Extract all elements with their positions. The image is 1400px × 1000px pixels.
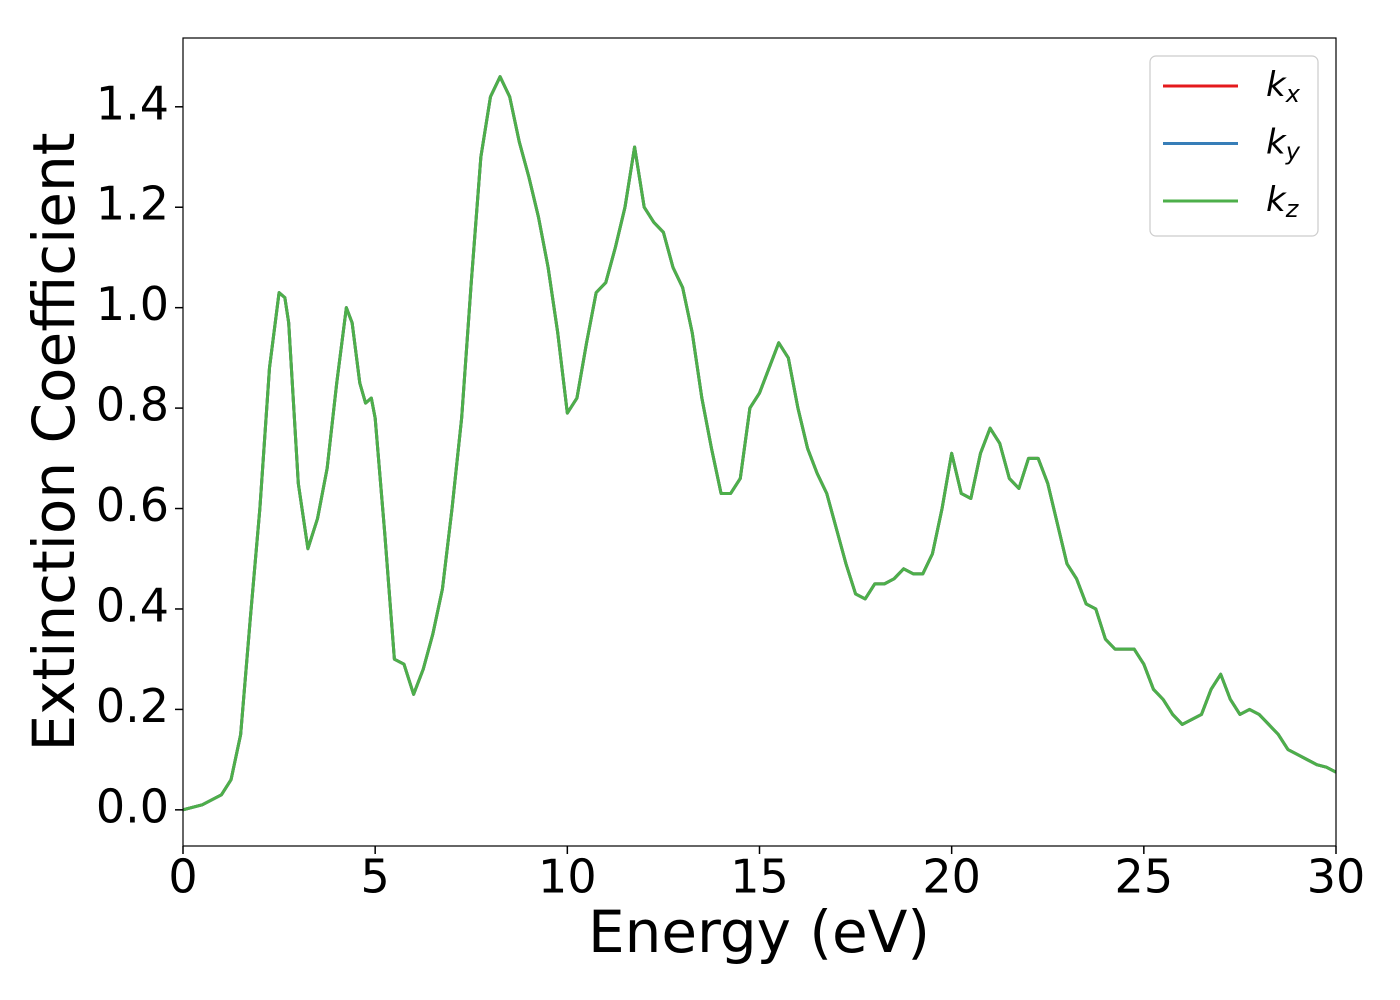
y-axis-label: Extinction Coefficient bbox=[20, 133, 88, 752]
y-tick-label: 0.8 bbox=[96, 378, 169, 432]
x-tick-label: 5 bbox=[361, 850, 390, 904]
legend-label: kx bbox=[1266, 65, 1301, 109]
x-tick-label: 15 bbox=[730, 850, 789, 904]
plot-frame bbox=[182, 37, 1337, 847]
legend-label: kz bbox=[1266, 180, 1300, 224]
x-tick-label: 0 bbox=[168, 850, 197, 904]
x-axis-label: Energy (eV) bbox=[588, 898, 930, 966]
x-tick-label: 25 bbox=[1115, 850, 1174, 904]
y-tick-label: 1.2 bbox=[96, 177, 169, 231]
y-tick-label: 0.0 bbox=[96, 779, 169, 833]
line-series bbox=[183, 75, 1336, 812]
legend-label: ky bbox=[1266, 122, 1301, 166]
y-tick-label: 0.6 bbox=[96, 478, 169, 532]
y-tick-label: 1.4 bbox=[96, 76, 169, 130]
y-tick-label: 0.4 bbox=[96, 578, 169, 632]
x-tick-label: 20 bbox=[922, 850, 981, 904]
y-tick-label: 0.2 bbox=[96, 679, 169, 733]
y-tick-label: 1.0 bbox=[96, 277, 169, 331]
legend-box bbox=[1149, 55, 1319, 237]
x-tick-label: 10 bbox=[538, 850, 597, 904]
x-tick-label: 30 bbox=[1307, 850, 1366, 904]
